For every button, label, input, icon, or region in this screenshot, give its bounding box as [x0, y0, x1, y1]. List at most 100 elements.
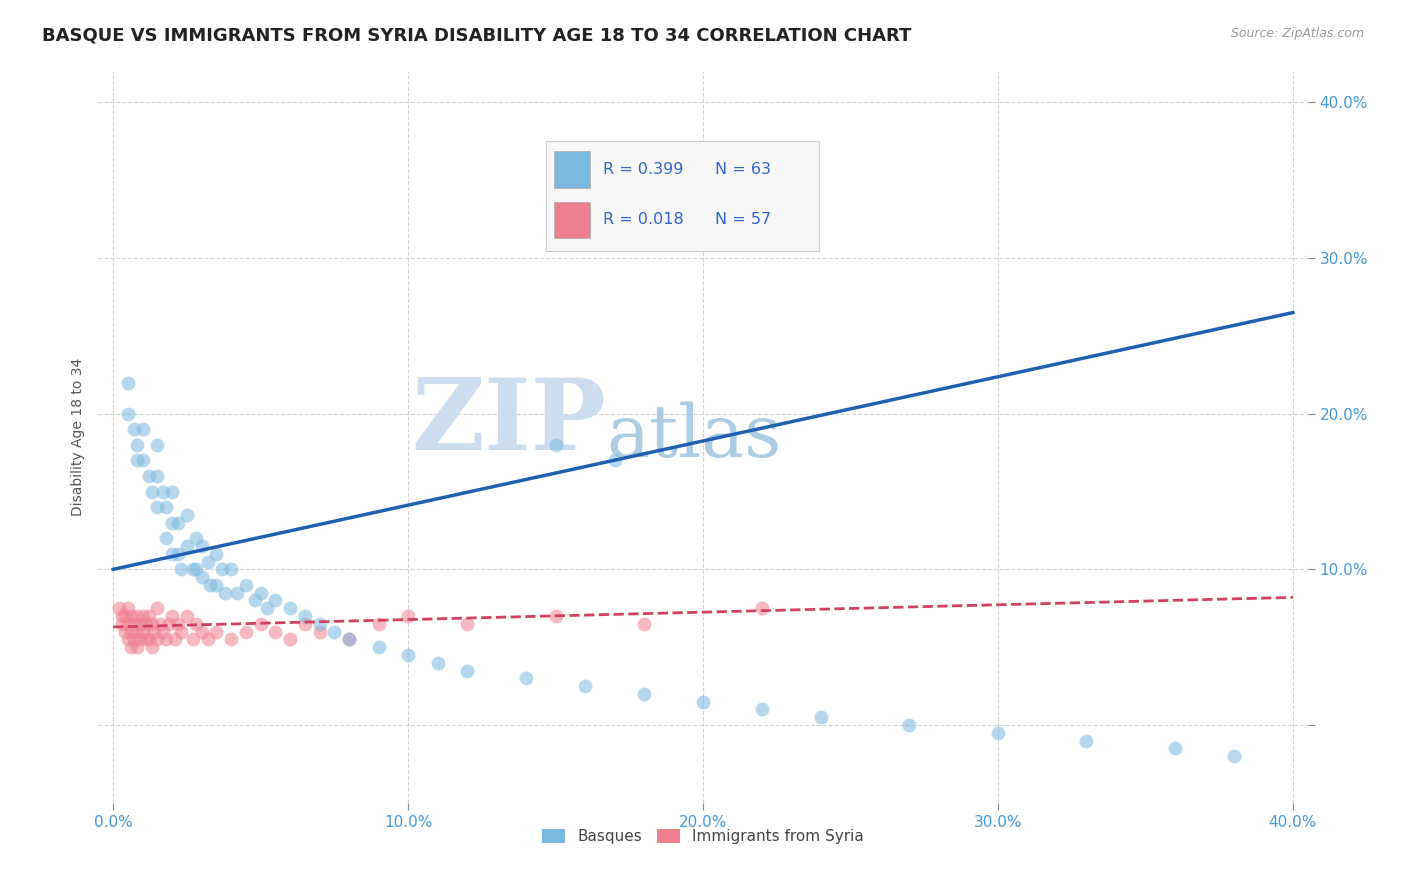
- Point: [138, 469, 160, 483]
- Text: R = 0.399: R = 0.399: [603, 162, 683, 177]
- Y-axis label: Disability Age 18 to 34: Disability Age 18 to 34: [70, 358, 84, 516]
- Point: [184, 562, 207, 576]
- Point: [160, 484, 183, 499]
- Point: [456, 616, 478, 631]
- Point: [205, 624, 228, 639]
- Point: [249, 585, 271, 599]
- Point: [190, 624, 212, 639]
- Point: [170, 562, 193, 576]
- Text: R = 0.018: R = 0.018: [603, 212, 685, 227]
- Point: [515, 671, 537, 685]
- Point: [131, 624, 153, 639]
- Point: [200, 578, 222, 592]
- Text: BASQUE VS IMMIGRANTS FROM SYRIA DISABILITY AGE 18 TO 34 CORRELATION CHART: BASQUE VS IMMIGRANTS FROM SYRIA DISABILI…: [42, 27, 911, 45]
- Point: [160, 516, 183, 530]
- Point: [810, 710, 832, 724]
- Point: [205, 547, 228, 561]
- Point: [117, 616, 139, 631]
- Point: [426, 656, 449, 670]
- Point: [146, 632, 169, 647]
- Text: Source: ZipAtlas.com: Source: ZipAtlas.com: [1230, 27, 1364, 40]
- Point: [117, 601, 139, 615]
- Point: [167, 516, 190, 530]
- Point: [264, 624, 287, 639]
- Point: [170, 624, 193, 639]
- Point: [125, 640, 148, 655]
- Point: [141, 616, 163, 631]
- Point: [396, 609, 419, 624]
- Point: [367, 616, 389, 631]
- Point: [146, 469, 169, 483]
- Point: [1223, 749, 1246, 764]
- Point: [214, 585, 236, 599]
- Point: [211, 562, 233, 576]
- Point: [155, 500, 177, 515]
- Bar: [554, 202, 591, 238]
- Point: [143, 624, 166, 639]
- Point: [337, 632, 360, 647]
- Point: [167, 547, 190, 561]
- Point: [152, 484, 174, 499]
- Point: [131, 609, 153, 624]
- Point: [278, 601, 301, 615]
- Point: [205, 578, 228, 592]
- Point: [111, 609, 134, 624]
- Point: [692, 695, 714, 709]
- Point: [898, 718, 921, 732]
- Point: [751, 601, 773, 615]
- Point: [308, 624, 330, 639]
- Bar: [554, 152, 591, 187]
- Text: N = 57: N = 57: [716, 212, 772, 227]
- Point: [155, 531, 177, 545]
- Point: [197, 555, 219, 569]
- Point: [117, 632, 139, 647]
- Point: [235, 624, 257, 639]
- Point: [544, 609, 567, 624]
- Point: [243, 593, 266, 607]
- Point: [125, 624, 148, 639]
- Point: [308, 616, 330, 631]
- Point: [219, 562, 242, 576]
- Point: [141, 484, 163, 499]
- Point: [603, 453, 626, 467]
- Point: [128, 616, 150, 631]
- Point: [184, 531, 207, 545]
- Point: [176, 539, 198, 553]
- Point: [544, 438, 567, 452]
- Point: [155, 632, 177, 647]
- Point: [574, 679, 596, 693]
- Point: [146, 601, 169, 615]
- Point: [131, 453, 153, 467]
- Point: [219, 632, 242, 647]
- Point: [146, 500, 169, 515]
- Point: [114, 609, 136, 624]
- Point: [160, 547, 183, 561]
- Point: [278, 632, 301, 647]
- Point: [633, 616, 655, 631]
- Text: atlas: atlas: [606, 401, 782, 473]
- Point: [146, 438, 169, 452]
- Point: [117, 376, 139, 390]
- Point: [176, 609, 198, 624]
- Point: [122, 616, 145, 631]
- Point: [157, 616, 180, 631]
- Point: [256, 601, 278, 615]
- Point: [165, 632, 187, 647]
- Point: [114, 624, 136, 639]
- Point: [396, 648, 419, 662]
- Point: [176, 508, 198, 522]
- Point: [138, 609, 160, 624]
- Point: [367, 640, 389, 655]
- Point: [138, 632, 160, 647]
- Point: [131, 422, 153, 436]
- Text: N = 63: N = 63: [716, 162, 770, 177]
- Point: [149, 616, 172, 631]
- Text: ZIP: ZIP: [412, 374, 606, 471]
- Point: [128, 632, 150, 647]
- Point: [226, 585, 249, 599]
- Point: [117, 407, 139, 421]
- Point: [190, 570, 212, 584]
- Point: [1164, 741, 1187, 756]
- Legend: Basques, Immigrants from Syria: Basques, Immigrants from Syria: [536, 822, 870, 850]
- Point: [181, 632, 204, 647]
